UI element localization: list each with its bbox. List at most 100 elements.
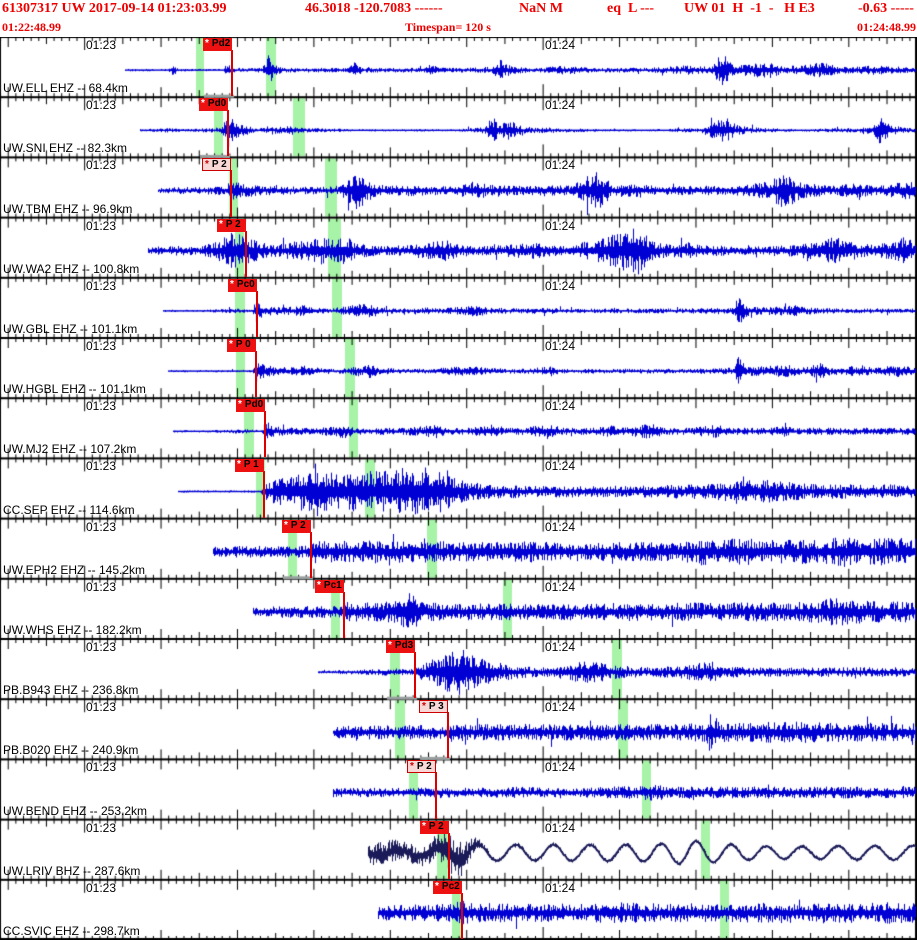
p-pick-flag[interactable]: * Pc2: [433, 880, 462, 894]
p-pick-flag[interactable]: * P 2: [420, 820, 449, 834]
trace-row: 01:23 01:24 * P 3 PB.B020 EHZ -- 240.9km: [0, 699, 917, 759]
time-tick-label: 01:23: [86, 579, 117, 594]
p-pick-line[interactable]: [461, 892, 463, 939]
time-tick-label: 01:24: [545, 399, 576, 414]
pick-phase-label: P 3: [428, 701, 444, 713]
pick-star-icon: *: [317, 579, 321, 591]
trace-row: 01:23 01:24 * P 2 UW.WA2 EHZ -- 100.8km: [0, 218, 917, 278]
pick-phase-label: Pd0: [207, 98, 227, 110]
trace-row: 01:23 01:24 * P 2 UW.BEND EHZ -- 253.2km: [0, 759, 917, 819]
time-tick-label: 01:24: [545, 820, 576, 835]
p-pick-flag[interactable]: * P 2: [217, 218, 246, 232]
p-pick-line[interactable]: [448, 832, 450, 879]
time-tick-label: 01:23: [86, 38, 117, 52]
station-label: UW.HGBL EHZ -- 101.1km: [3, 382, 146, 397]
p-pick-flag[interactable]: * P 2: [407, 760, 436, 774]
p-pick-flag[interactable]: * Pc1: [315, 579, 344, 593]
time-tick-label: 01:23: [86, 339, 117, 353]
station-label: UW.LRIV BHZ -- 287.6km: [3, 863, 141, 878]
station-label: UW.SNI EHZ -- 82.3km: [3, 141, 128, 156]
pick-phase-label: P 2: [416, 761, 432, 773]
p-pick-line[interactable]: [343, 591, 345, 638]
event-summary-token: -0.63 -----: [858, 1, 914, 16]
p-pick-flag[interactable]: * Pd0: [236, 399, 265, 413]
p-pick-line[interactable]: [230, 170, 232, 217]
pick-phase-label: Pd0: [244, 399, 264, 411]
time-tick-label: 01:24: [545, 218, 576, 233]
trace-row: 01:23 01:24 * Pd2 UW.ELL EHZ -- 68.4km: [0, 37, 917, 97]
pick-star-icon: *: [410, 761, 414, 773]
p-pick-line[interactable]: [263, 471, 265, 518]
p-pick-flag[interactable]: * Pc0: [228, 278, 257, 292]
station-label: UW.WHS EHZ -- 182.2km: [3, 622, 142, 637]
p-pick-line[interactable]: [231, 50, 233, 97]
p-pick-flag[interactable]: * P 0: [227, 339, 256, 352]
pick-star-icon: *: [205, 159, 209, 171]
p-pick-flag[interactable]: * P 1: [235, 459, 264, 473]
p-pick-line[interactable]: [447, 712, 449, 759]
pick-phase-label: Pd2: [211, 38, 231, 49]
p-pick-flag[interactable]: * Pd2: [203, 38, 232, 51]
station-label: UW.ELL EHZ -- 68.4km: [3, 81, 128, 96]
trace-row: 01:23 01:24 * Pd0 UW.SNI EHZ -- 82.3km: [0, 97, 917, 157]
p-pick-flag[interactable]: * Pd0: [199, 98, 228, 112]
station-label: CC.SVIC EHZ -- 298.7km: [3, 923, 140, 938]
time-tick-label: 01:23: [86, 820, 117, 835]
pick-phase-label: P 2: [211, 159, 227, 171]
time-tick-label: 01:23: [86, 700, 117, 715]
station-label: UW.BEND EHZ -- 253.2km: [3, 803, 148, 818]
pick-star-icon: *: [219, 218, 223, 230]
time-tick-label: 01:23: [86, 158, 117, 173]
p-pick-flag[interactable]: * Pd3: [386, 640, 415, 653]
pick-star-icon: *: [229, 339, 233, 350]
window-start-time: 01:22:48.99: [2, 20, 61, 34]
window-end-time: 01:24:48.99: [857, 20, 916, 34]
time-tick-label: 01:23: [86, 218, 117, 233]
station-label: UW.WA2 EHZ -- 100.8km: [3, 261, 140, 276]
p-pick-flag[interactable]: * P 2: [202, 158, 231, 172]
time-tick-label: 01:24: [545, 640, 576, 654]
p-pick-line[interactable]: [245, 230, 247, 277]
time-tick-label: 01:24: [545, 760, 576, 775]
p-pick-line[interactable]: [414, 652, 416, 699]
pick-star-icon: *: [435, 880, 439, 892]
p-pick-line[interactable]: [256, 290, 258, 337]
event-summary-token: 61307317 UW 2017-09-14 01:23:03.99: [2, 1, 227, 16]
pick-phase-label: P 1: [243, 459, 259, 471]
pick-phase-label: P 2: [290, 519, 306, 531]
pick-phase-label: Pc2: [441, 880, 460, 892]
station-label: UW.GBL EHZ -- 101.1km: [3, 321, 138, 336]
p-pick-line[interactable]: [264, 411, 266, 458]
station-label: UW.TBM EHZ -- 96.9km: [3, 201, 133, 216]
pick-phase-label: P 2: [428, 820, 444, 832]
pick-phase-label: P 0: [235, 339, 251, 350]
pick-phase-label: Pc0: [236, 278, 255, 290]
trace-row: 01:23 01:24 * Pd0 UW.MJ2 EHZ -- 107.2km: [0, 398, 917, 458]
event-summary-token: NaN M: [519, 1, 563, 16]
trace-row: 01:23 01:24 * Pc1 UW.WHS EHZ -- 182.2km: [0, 579, 917, 639]
time-tick-label: 01:24: [545, 459, 576, 474]
trace-row: 01:23 01:24 * P 2 UW.EPH2 EHZ -- 145.2km: [0, 519, 917, 579]
time-tick-label: 01:23: [86, 640, 117, 654]
p-pick-line[interactable]: [255, 351, 257, 398]
p-pick-flag[interactable]: * P 3: [419, 700, 448, 714]
time-tick-label: 01:24: [545, 158, 576, 173]
time-tick-label: 01:24: [545, 579, 576, 594]
time-tick-label: 01:24: [545, 38, 576, 52]
pick-star-icon: *: [422, 701, 426, 713]
pick-star-icon: *: [284, 519, 288, 531]
station-label: PB.B020 EHZ -- 240.9km: [3, 743, 139, 758]
p-pick-line[interactable]: [435, 772, 437, 819]
station-label: PB.B943 EHZ -- 236.8km: [3, 683, 139, 698]
p-pick-line[interactable]: [310, 531, 312, 578]
p-pick-flag[interactable]: * P 2: [282, 519, 311, 533]
time-tick-label: 01:23: [86, 278, 117, 293]
event-summary-token: eq L ---: [607, 1, 655, 16]
p-pick-line[interactable]: [227, 110, 229, 157]
trace-row: 01:23 01:24 * P 1 CC.SEP EHZ -- 114.6km: [0, 458, 917, 518]
time-tick-label: 01:23: [86, 519, 117, 534]
pick-star-icon: *: [205, 38, 209, 49]
time-tick-label: 01:24: [545, 519, 576, 534]
